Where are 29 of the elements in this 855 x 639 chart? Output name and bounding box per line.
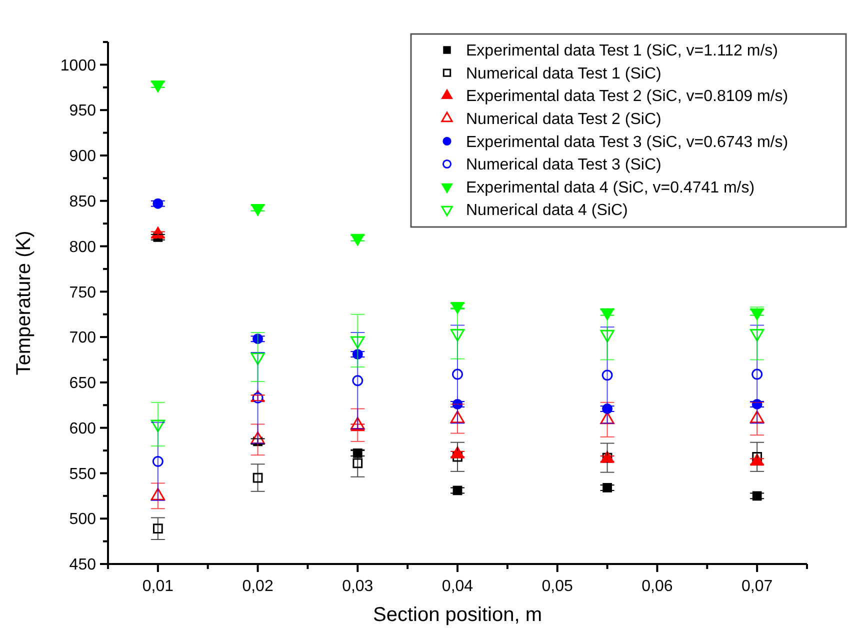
x-tick-label: 0,05 [542, 578, 574, 595]
legend-label: Numerical data Test 3 (SiC) [466, 156, 662, 174]
y-tick-label: 450 [69, 556, 96, 574]
y-tick-label: 800 [69, 238, 96, 256]
x-tick-label: 0,06 [642, 578, 673, 595]
y-tick-label: 1000 [60, 57, 96, 74]
y-tick-label: 500 [69, 511, 96, 528]
y-tick-label: 950 [69, 102, 96, 120]
legend-label: Experimental data Test 1 (SiC, v=1.112 m/s) [466, 42, 778, 60]
y-tick-label: 750 [69, 284, 96, 302]
legend-label: Experimental data 4 (SiC, v=0.4741 m/s) [466, 179, 755, 196]
x-axis-title: Section position, m [373, 604, 542, 626]
y-tick-label: 900 [69, 148, 96, 166]
y-tick-label: 650 [69, 375, 96, 392]
y-tick-label: 700 [69, 330, 96, 347]
y-tick-label: 600 [69, 420, 96, 438]
y-axis-title: Temperature (K) [13, 230, 35, 376]
x-tick-label: 0,07 [742, 578, 773, 595]
legend-label: Numerical data 4 (SiC) [466, 202, 628, 220]
x-tick-label: 0,04 [442, 578, 474, 595]
x-tick-label: 0,03 [342, 578, 374, 595]
legend-label: Experimental data Test 2 (SiC, v=0.8109 m/s) [466, 88, 788, 106]
y-tick-label: 850 [69, 193, 96, 210]
x-tick-label: 0,01 [142, 578, 174, 595]
legend-label: Numerical data Test 1 (SiC) [466, 65, 662, 82]
legend-label: Experimental data Test 3 (SiC, v=0.6743 m/s) [466, 134, 788, 151]
y-tick-label: 550 [69, 466, 96, 483]
legend-label: Numerical data Test 2 (SiC) [466, 111, 662, 128]
x-tick-label: 0,02 [242, 578, 274, 595]
